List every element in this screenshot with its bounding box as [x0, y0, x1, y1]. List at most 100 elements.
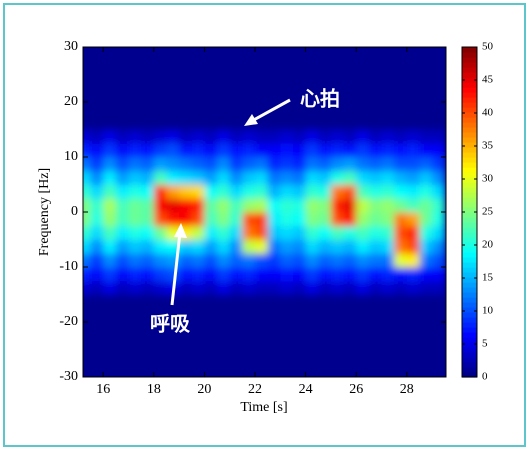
heatmap-cell: [204, 198, 218, 213]
colorbar-swatch: [462, 237, 477, 243]
heatmap-cell: [229, 170, 243, 185]
heatmap-cell: [330, 225, 345, 240]
heatmap-cell: [166, 170, 180, 185]
heatmap-cell: [128, 143, 142, 158]
x-tick-label: 26: [349, 382, 363, 397]
heatmap-cell: [432, 184, 446, 199]
heatmap-cell: [83, 212, 92, 227]
heatmap-cell: [356, 184, 370, 199]
heatmap-cell: [90, 129, 104, 144]
heatmap-cell: [343, 129, 357, 144]
colorbar-swatch: [462, 292, 477, 298]
heatmap-cell: [217, 157, 231, 172]
heatmap-cell: [432, 253, 446, 268]
heatmap-cell: [381, 157, 395, 172]
x-tick-label: 24: [299, 382, 313, 397]
heatmap-cell: [115, 280, 130, 295]
heatmap-cell: [318, 267, 332, 282]
heatmap-cell: [242, 143, 256, 158]
heatmap-cell: [330, 267, 345, 282]
heatmap-cell: [292, 225, 307, 240]
heatmap-cell: [432, 170, 446, 185]
heatmap-cell: [267, 280, 281, 295]
colorbar-swatch: [462, 317, 477, 323]
heatmap-cell: [292, 280, 307, 295]
heatmap-cell: [381, 184, 395, 199]
heatmap-cell: [229, 239, 243, 254]
heatmap-cell: [318, 253, 332, 268]
heatmap-cell: [305, 212, 319, 227]
heatmap-cell: [432, 280, 446, 295]
colorbar-swatch: [462, 152, 477, 158]
heatmap-cell: [292, 143, 307, 158]
heatmap-cell: [432, 129, 446, 144]
heatmap-cell: [381, 253, 395, 268]
colorbar-swatch: [462, 277, 477, 283]
heatmap-cell: [394, 225, 408, 240]
heatmap-cell: [103, 143, 117, 158]
colorbar-tick-label: 30: [482, 173, 494, 185]
heatmap-cell: [305, 157, 319, 172]
heatmap-cell: [153, 253, 167, 268]
heatmap-cell: [179, 170, 193, 185]
heatmap-cell: [255, 280, 269, 295]
heatmap-cell: [128, 267, 142, 282]
colorbar-swatch: [462, 307, 477, 313]
x-tick-label: 28: [400, 382, 414, 397]
heatmap-cell: [381, 225, 395, 240]
heatmap-cell: [356, 157, 370, 172]
heatmap-cell: [179, 198, 193, 213]
heatmap-cell: [267, 267, 281, 282]
x-tick-label: 22: [248, 382, 262, 397]
heatmap-cell: [153, 280, 167, 295]
heatmap-cell: [330, 170, 345, 185]
colorbar-tick-label: 25: [482, 206, 494, 218]
colorbar-swatch: [462, 287, 477, 293]
colorbar-swatch: [462, 282, 477, 288]
heatmap-cell: [255, 129, 269, 144]
heatmap-cell: [103, 212, 117, 227]
heatmap-cell: [103, 239, 117, 254]
colorbar-swatch: [462, 162, 477, 168]
heatmap-cell: [115, 157, 130, 172]
heatmap-cell: [90, 170, 104, 185]
heatmap-cell: [103, 170, 117, 185]
heatmap-cell: [368, 253, 382, 268]
colorbar-swatch: [462, 92, 477, 98]
heatmap-cell: [368, 280, 382, 295]
heatmap-cell: [115, 129, 130, 144]
heatmap-cell: [381, 267, 395, 282]
heatmap-cell: [368, 170, 382, 185]
heatmap-cell: [103, 198, 117, 213]
heatmap-cell: [419, 225, 433, 240]
heatmap-cell: [432, 239, 446, 254]
heatmap-cell: [179, 184, 193, 199]
colorbar-swatch: [462, 132, 477, 138]
heatmap-cell: [419, 143, 433, 158]
heatmap-cell: [179, 157, 193, 172]
heatmap-cell: [153, 212, 167, 227]
heatmap-cell: [305, 184, 319, 199]
heatmap-cell: [419, 184, 433, 199]
heatmap-cell: [191, 267, 205, 282]
heatmap-cell: [419, 267, 433, 282]
y-tick-label: -20: [59, 314, 78, 329]
heatmap-cell: [128, 157, 142, 172]
heatmap-cell: [229, 184, 243, 199]
heatmap-cell: [83, 129, 92, 144]
colorbar-swatch: [462, 62, 477, 68]
heatmap-cell: [255, 170, 269, 185]
heatmap-cell: [330, 198, 345, 213]
heatmap-cell: [356, 129, 370, 144]
colorbar-swatch: [462, 57, 477, 63]
colorbar-swatch: [462, 302, 477, 308]
heatmap-cell: [128, 170, 142, 185]
colorbar-tick-label: 20: [482, 239, 494, 251]
heatmap-cell: [128, 239, 142, 254]
heatmap-cell: [115, 225, 130, 240]
heatmap-cell: [141, 184, 155, 199]
heatmap-cell: [204, 129, 218, 144]
heatmap-cell: [191, 225, 205, 240]
heatmap-cell: [242, 267, 256, 282]
